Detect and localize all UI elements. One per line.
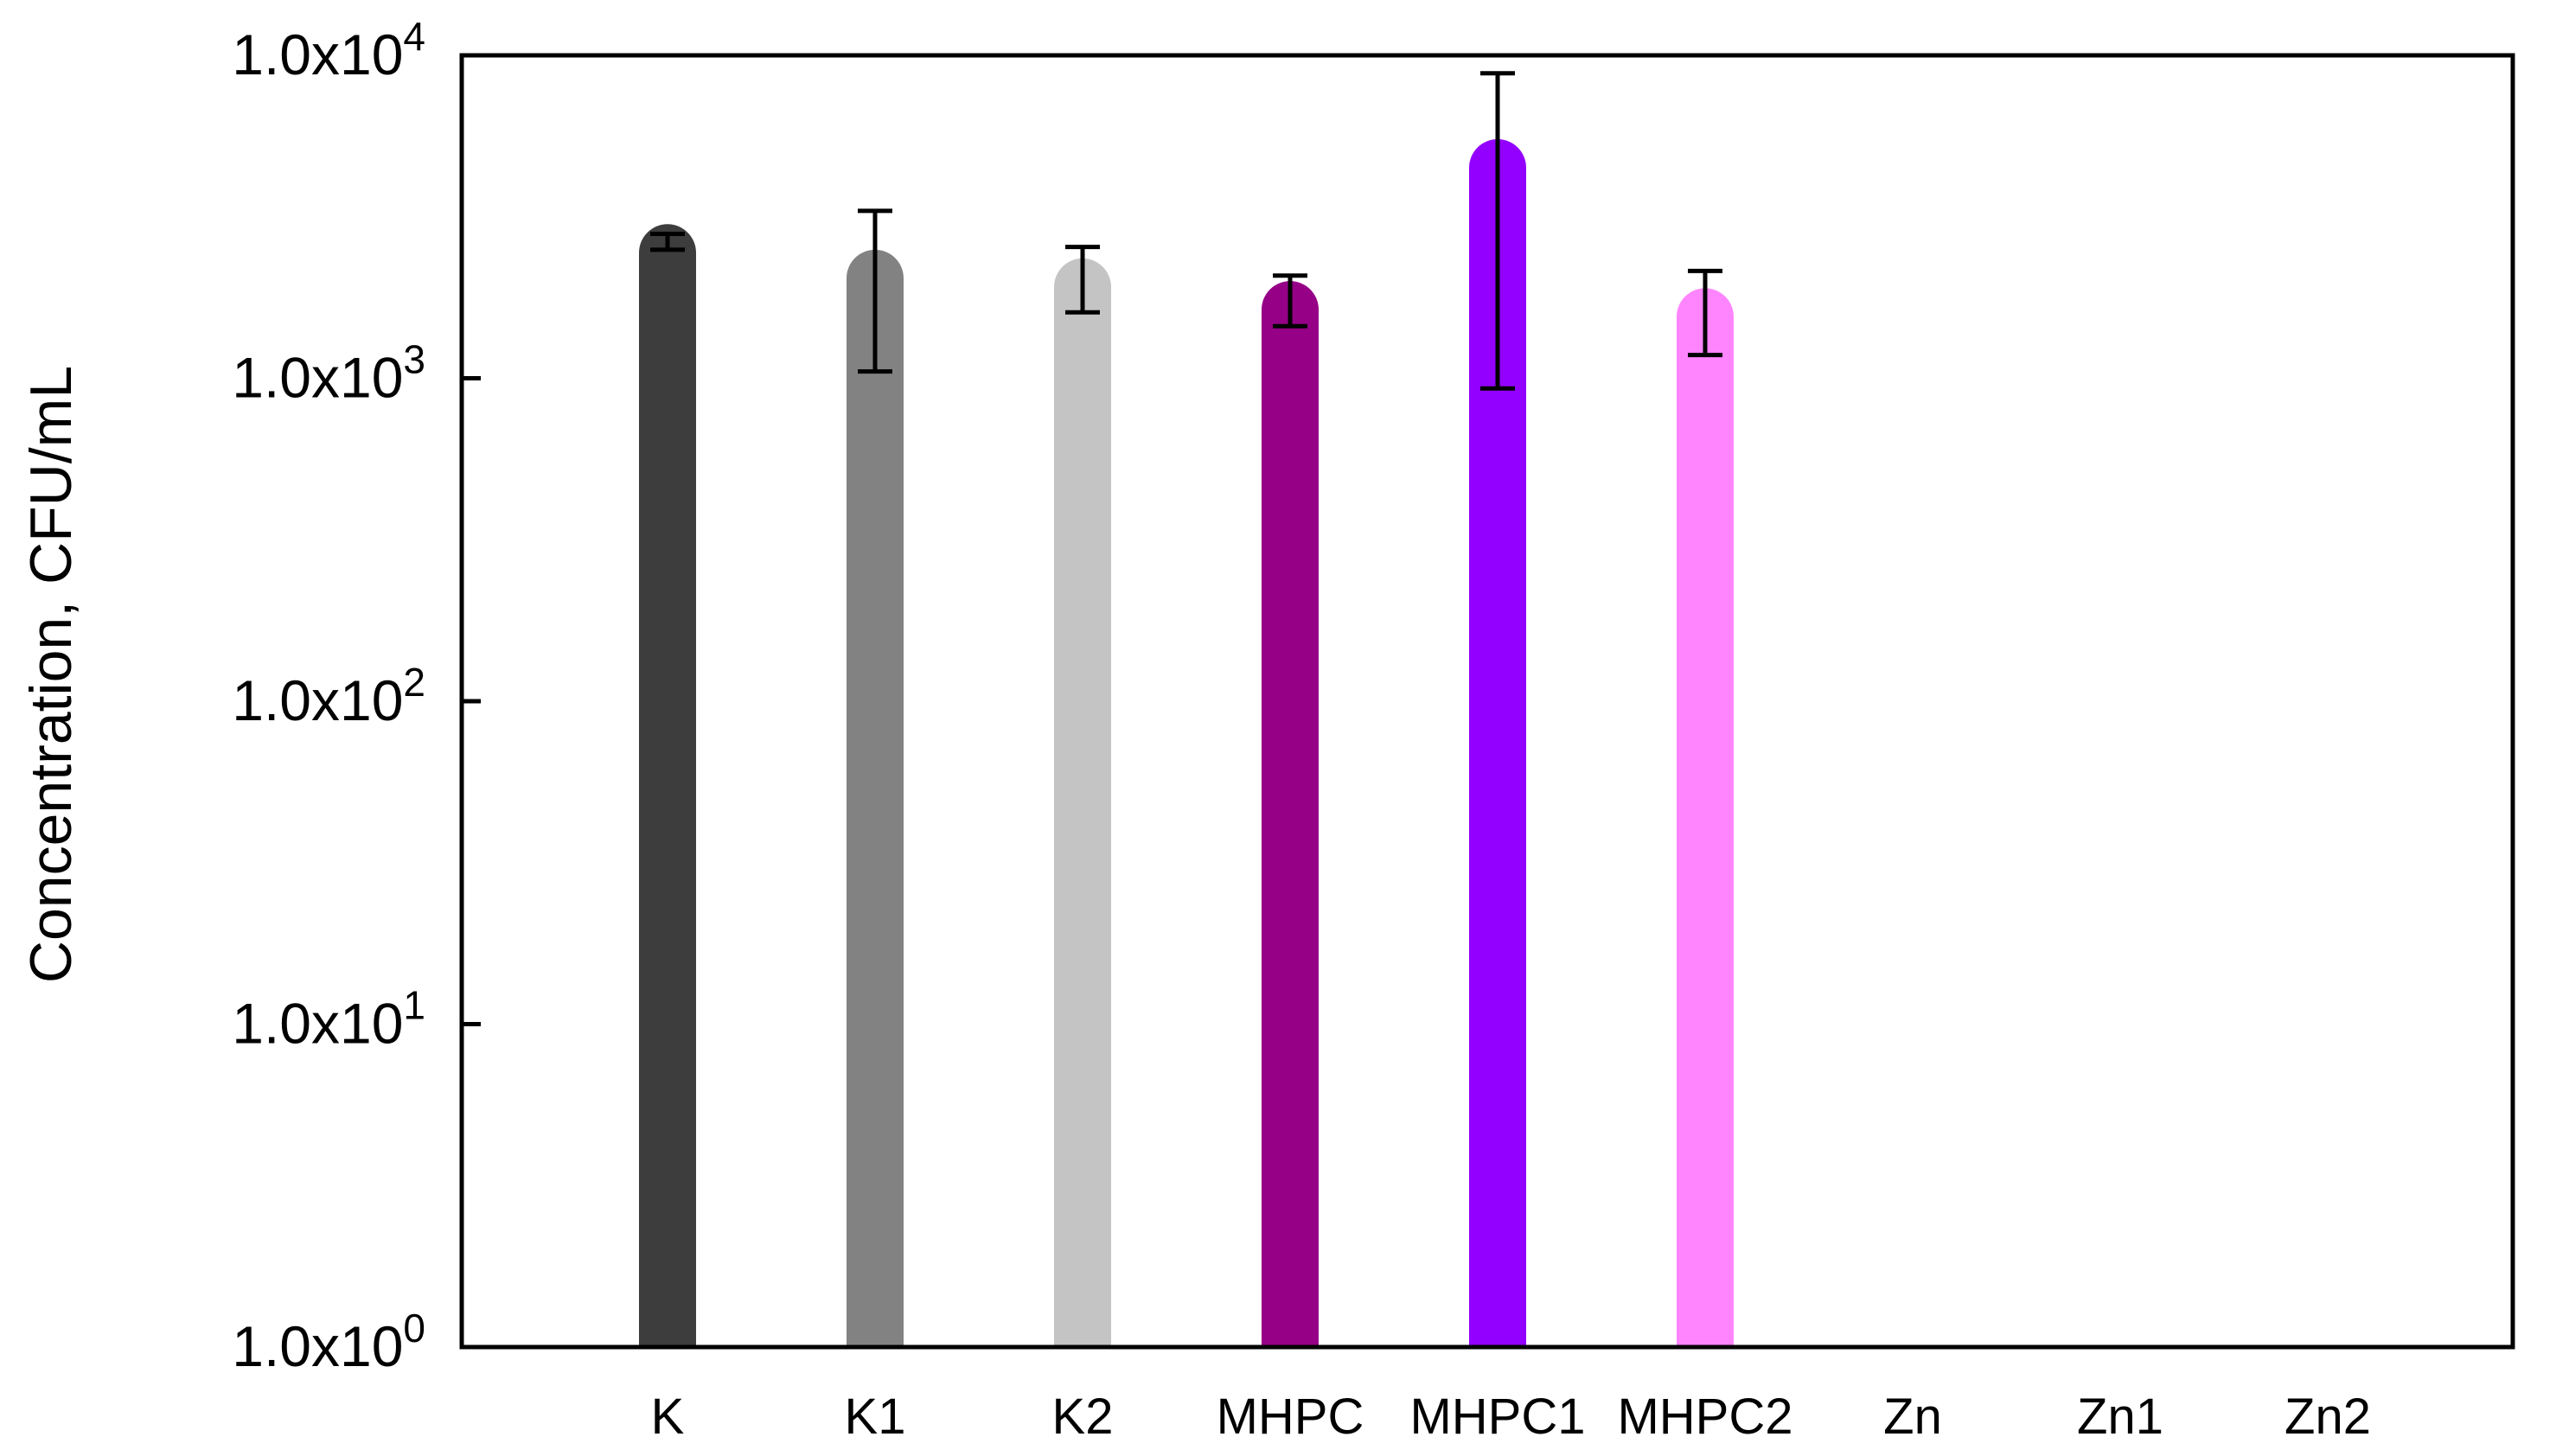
bar-k bbox=[639, 224, 696, 1348]
x-tick-label-k2: K2 bbox=[1052, 1389, 1114, 1445]
x-tick-label-mhpc1: MHPC1 bbox=[1409, 1389, 1585, 1445]
bar-mhpc2 bbox=[1677, 288, 1734, 1348]
bar-k1 bbox=[847, 249, 904, 1348]
error-bar-k bbox=[650, 231, 685, 252]
x-tick-label-k: K bbox=[651, 1389, 685, 1445]
error-bar-k1 bbox=[858, 208, 892, 374]
y-axis-title: Concentration, CFU/mL bbox=[18, 366, 84, 983]
y-tick-label: 1.0x102 bbox=[232, 660, 425, 732]
y-tick-label: 1.0x104 bbox=[232, 14, 425, 86]
bar-mhpc1 bbox=[1469, 138, 1526, 1347]
error-bar-mhpc1 bbox=[1480, 71, 1515, 391]
error-bars-layer bbox=[650, 71, 1722, 391]
error-bar-mhpc2 bbox=[1688, 268, 1722, 358]
y-tick-label: 1.0x103 bbox=[232, 337, 425, 410]
x-tick-label-k1: K1 bbox=[845, 1389, 906, 1445]
y-axis: 1.0x100 1.0x101 1.0x102 1.0x103 1.0x104 bbox=[232, 14, 481, 1378]
bar-k2 bbox=[1054, 258, 1111, 1347]
x-tick-label-zn1: Zn1 bbox=[2077, 1389, 2163, 1445]
x-axis: K K1 K2 MHPC MHPC1 MHPC2 Zn Zn1 Zn2 bbox=[651, 1389, 2371, 1445]
x-tick-label-mhpc: MHPC bbox=[1217, 1389, 1364, 1445]
x-tick-label-zn2: Zn2 bbox=[2284, 1389, 2371, 1445]
error-bar-k2 bbox=[1065, 245, 1100, 315]
bar-mhpc bbox=[1262, 281, 1319, 1347]
x-tick-label-mhpc2: MHPC2 bbox=[1617, 1389, 1792, 1445]
y-tick-label: 1.0x101 bbox=[232, 983, 425, 1056]
bars-layer bbox=[639, 138, 1734, 1348]
error-bar-mhpc bbox=[1273, 273, 1307, 329]
y-tick-label: 1.0x100 bbox=[232, 1306, 425, 1378]
x-tick-label-zn: Zn bbox=[1883, 1389, 1942, 1445]
